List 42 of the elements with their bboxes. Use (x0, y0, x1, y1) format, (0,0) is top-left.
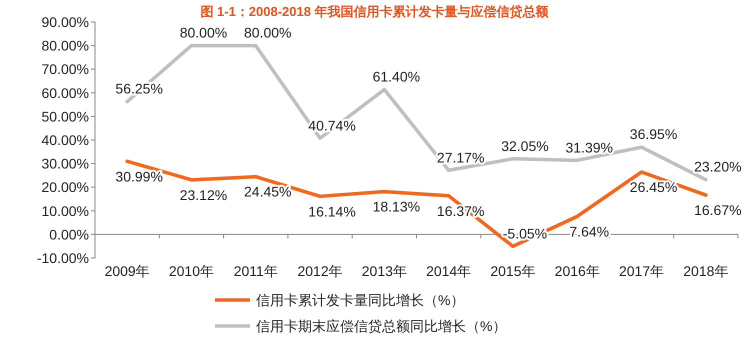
data-label: 24.45% (244, 184, 292, 200)
data-label: 32.05% (501, 138, 549, 154)
y-tick-label: 0.00% (49, 226, 89, 242)
x-tick-label: 2015年 (490, 263, 536, 279)
data-label: 23.20% (694, 158, 742, 175)
x-tick-label: 2014年 (426, 263, 472, 279)
y-tick-label: -10.00% (36, 250, 89, 266)
data-label: 56.25% (115, 80, 163, 97)
data-label: 26.45% (630, 178, 678, 195)
y-tick-label: 80.00% (42, 38, 89, 54)
x-tick-label: 2013年 (362, 263, 407, 279)
chart-title: 图 1-1：2008-2018 年我国信用卡累计发卡量与应偿信贷总额 (200, 4, 550, 19)
data-label: 23.12% (180, 186, 228, 203)
data-label: 36.95% (630, 126, 678, 142)
x-tick-label: 2011年 (234, 263, 278, 279)
data-label: 31.39% (566, 139, 613, 156)
data-label: 40.74% (308, 117, 356, 134)
data-label: 61.40% (372, 68, 420, 84)
data-label: 18.13% (372, 198, 420, 215)
data-label: 16.67% (694, 202, 742, 218)
data-label: 16.14% (308, 203, 356, 220)
y-tick-label: 10.00% (42, 202, 89, 219)
y-tick-label: 20.00% (42, 179, 89, 196)
y-tick-label: 50.00% (42, 108, 89, 124)
y-tick-label: 90.00% (42, 14, 89, 30)
legend-label: 信用卡累计发卡量同比增长（%） (256, 292, 464, 308)
y-tick-label: 30.00% (42, 156, 89, 172)
y-tick-label: 40.00% (42, 132, 89, 148)
data-label: 80.00% (180, 24, 228, 41)
x-tick-label: 2009年 (104, 263, 150, 279)
data-label: 80.00% (244, 24, 292, 41)
x-tick-label: 2010年 (168, 263, 214, 279)
x-tick-label: 2018年 (683, 263, 728, 279)
y-tick-label: 60.00% (42, 84, 89, 101)
x-tick-label: 2012年 (297, 263, 343, 279)
x-tick-label: 2017年 (618, 263, 664, 279)
legend-label: 信用卡期末应偿信贷总额同比增长（%） (256, 318, 506, 334)
data-label: 27.17% (436, 149, 484, 166)
y-tick-label: 70.00% (42, 61, 89, 78)
x-tick-label: 2016年 (554, 263, 600, 279)
data-label: 30.99% (115, 168, 163, 184)
data-label: 7.64% (569, 223, 610, 240)
